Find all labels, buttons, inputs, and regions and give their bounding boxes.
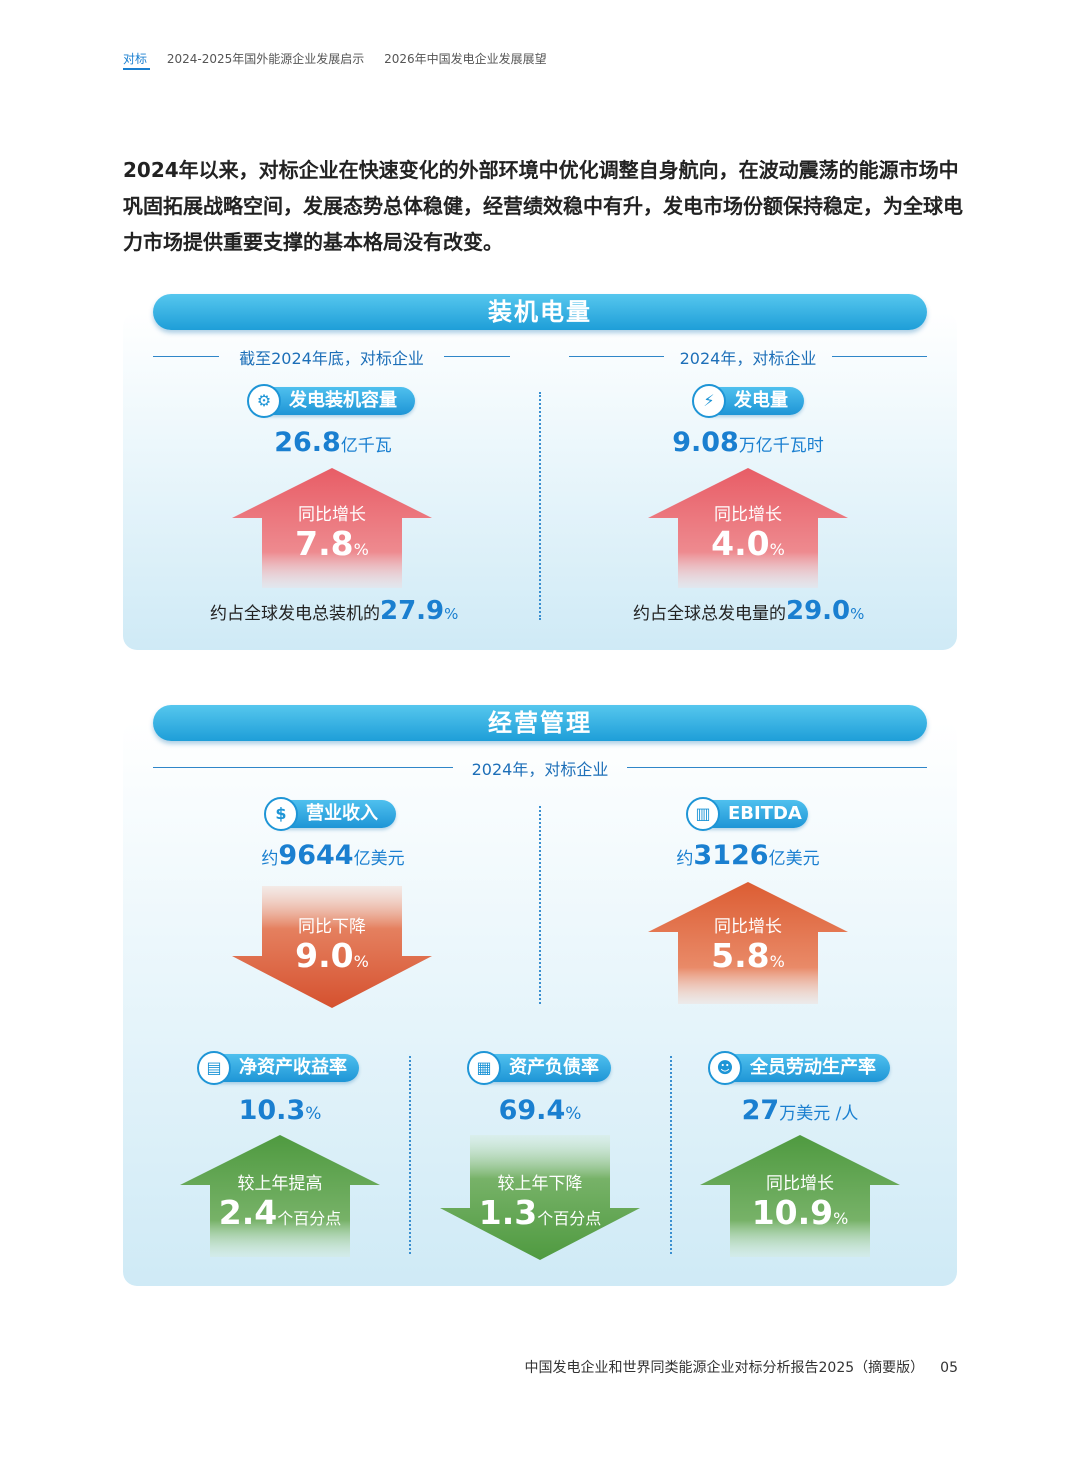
divider-line xyxy=(444,356,510,357)
top-nav: 对标 2024-2025年国外能源企业发展启示 2026年中国发电企业发展展望 xyxy=(123,50,563,67)
up-arrow-green xyxy=(180,1135,380,1257)
roe-change: 较上年提高 2.4个百分点 xyxy=(218,1174,342,1232)
dollar-icon: $ xyxy=(264,797,298,831)
up-arrow-green xyxy=(700,1135,900,1257)
pill-roe: ▤ 净资产收益率 xyxy=(197,1051,359,1085)
pill-productivity: ☻ 全员劳动生产率 xyxy=(708,1051,890,1085)
installed-capacity-value: 26.8亿千瓦 xyxy=(274,427,392,458)
pill-installed-capacity: ⚙ 发电装机容量 xyxy=(247,384,415,418)
dotted-divider xyxy=(409,1056,411,1254)
divider-line xyxy=(153,356,219,357)
nav-active-underline xyxy=(123,68,150,70)
up-arrow-red xyxy=(232,468,432,588)
percent-chart-icon: ▤ xyxy=(197,1051,231,1085)
intro-paragraph: 2024年以来，对标企业在快速变化的外部环境中优化调整自身航向，在波动震荡的能源… xyxy=(123,158,963,254)
divider-line xyxy=(627,767,927,768)
revenue-change: 同比下降 9.0% xyxy=(295,917,369,975)
installed-capacity-change: 同比增长 7.8% xyxy=(295,505,369,563)
worker-icon: ☻ xyxy=(708,1051,742,1085)
debt-ratio-change: 较上年下降 1.3个百分点 xyxy=(478,1174,602,1232)
page-footer: 中国发电企业和世界同类能源企业对标分析报告2025（摘要版） 05 xyxy=(525,1357,958,1377)
roe-value: 10.3% xyxy=(238,1095,322,1126)
divider-line xyxy=(569,356,664,357)
section-title-operations: 经营管理 xyxy=(153,705,927,741)
chart-icon: ▥ xyxy=(686,797,720,831)
generation-share: 约占全球总发电量的29.0% xyxy=(633,596,865,626)
dotted-divider xyxy=(539,392,541,620)
up-arrow-orange xyxy=(648,882,848,1004)
debt-ratio-value: 69.4% xyxy=(498,1095,582,1126)
pill-revenue: $ 营业收入 xyxy=(264,797,396,831)
subhead-right: 2024年，对标企业 xyxy=(679,349,817,368)
productivity-change: 同比增长 10.9% xyxy=(751,1174,849,1232)
down-arrow-green xyxy=(440,1135,640,1260)
pill-generation: ⚡ 发电量 xyxy=(692,384,804,418)
up-arrow-red xyxy=(648,468,848,588)
divider-line xyxy=(153,767,453,768)
report-title: 中国发电企业和世界同类能源企业对标分析报告2025（摘要版） xyxy=(524,1360,925,1376)
nav-item-foreign-insights[interactable]: 2024-2025年国外能源企业发展启示 xyxy=(166,52,365,66)
page-number: 05 xyxy=(940,1360,958,1376)
ebitda-change: 同比增长 5.8% xyxy=(711,917,785,975)
ebitda-value: 约3126亿美元 xyxy=(676,840,820,871)
pill-ebitda: ▥ EBITDA xyxy=(686,797,808,831)
divider-line xyxy=(832,356,927,357)
revenue-value: 约9644亿美元 xyxy=(261,840,405,871)
section-title-capacity: 装机电量 xyxy=(153,294,927,330)
productivity-value: 27万美元 /人 xyxy=(741,1095,859,1126)
dotted-divider xyxy=(539,806,541,1004)
dotted-divider xyxy=(670,1056,672,1254)
installed-capacity-share: 约占全球发电总装机的27.9% xyxy=(210,596,459,626)
generation-value: 9.08万亿千瓦时 xyxy=(672,427,824,458)
nav-item-china-outlook[interactable]: 2026年中国发电企业发展展望 xyxy=(384,52,547,66)
down-arrow-orange xyxy=(232,886,432,1008)
lightning-icon: ⚡ xyxy=(692,384,726,418)
nav-item-benchmark[interactable]: 对标 xyxy=(123,52,148,66)
debt-chart-icon: ▦ xyxy=(467,1051,501,1085)
pill-debt-ratio: ▦ 资产负债率 xyxy=(467,1051,611,1085)
subhead-left: 截至2024年底，对标企业 xyxy=(239,349,424,368)
subhead-operations: 2024年，对标企业 xyxy=(471,760,609,779)
plug-icon: ⚙ xyxy=(247,384,281,418)
generation-change: 同比增长 4.0% xyxy=(711,505,785,563)
